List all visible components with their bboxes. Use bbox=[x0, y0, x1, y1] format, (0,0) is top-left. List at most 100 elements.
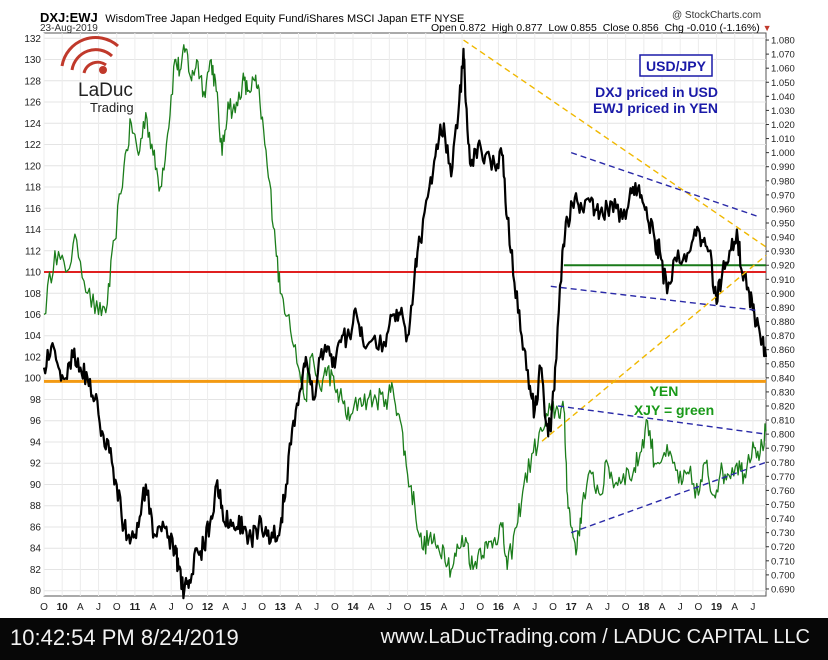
ratio-chart: 80 82 84 86 88 90 92 94 96 98 100 102 104 106 108 110 11… bbox=[24, 32, 795, 613]
x-axis: O 10 A J O 11 A J O 12 A J O 13 A J O 14 A J O 15 A J O 16 A J O 17 A J… bbox=[40, 602, 755, 613]
left-tick-label: 128 bbox=[24, 76, 41, 87]
logo-sub: Trading bbox=[90, 100, 134, 115]
x-tick-label: O bbox=[404, 602, 412, 613]
x-tick-label: A bbox=[222, 602, 229, 613]
x-tick-label: 10 bbox=[57, 602, 69, 613]
footer-bar: 10:42:54 PM 8/24/2019 www.LaDucTrading.c… bbox=[0, 618, 828, 660]
right-tick-label: 0.690 bbox=[771, 584, 795, 595]
left-tick-label: 90 bbox=[30, 480, 42, 491]
right-tick-label: 0.770 bbox=[771, 472, 795, 483]
x-tick-label: O bbox=[694, 602, 702, 613]
logo-brand: LaDuc bbox=[78, 80, 133, 101]
x-tick-label: J bbox=[678, 602, 683, 613]
left-tick-label: 112 bbox=[25, 246, 41, 257]
x-tick-label: J bbox=[460, 602, 465, 613]
x-tick-label: 11 bbox=[130, 602, 141, 613]
right-tick-label: 0.930 bbox=[771, 247, 795, 258]
trend-line bbox=[557, 405, 767, 435]
left-tick-label: 100 bbox=[24, 374, 41, 385]
trend-lines bbox=[463, 39, 767, 534]
right-tick-label: 0.850 bbox=[771, 359, 795, 370]
right-axis: 0.690 0.700 0.710 0.720 0.730 0.740 0.750 0.760… bbox=[766, 36, 795, 595]
left-tick-label: 84 bbox=[30, 544, 42, 555]
right-tick-label: 0.970 bbox=[771, 190, 795, 201]
right-tick-label: 0.990 bbox=[771, 162, 795, 173]
series-lines bbox=[42, 44, 768, 600]
right-tick-label: 0.870 bbox=[771, 331, 795, 342]
ohlc-readout: Open 0.872 High 0.877 Low 0.855 Close 0.… bbox=[431, 22, 772, 34]
right-tick-label: 0.880 bbox=[771, 317, 795, 328]
right-tick-label: 0.780 bbox=[771, 458, 795, 469]
left-tick-label: 108 bbox=[24, 289, 41, 300]
x-tick-label: O bbox=[113, 602, 121, 613]
x-tick-label: A bbox=[731, 602, 738, 613]
right-tick-label: 0.980 bbox=[771, 176, 795, 187]
right-tick-label: 1.050 bbox=[771, 78, 795, 89]
right-tick-label: 1.070 bbox=[771, 50, 795, 61]
usdjpy-label: USD/JPY bbox=[646, 58, 707, 74]
right-tick-label: 0.760 bbox=[771, 486, 795, 497]
trend-line bbox=[550, 285, 757, 311]
left-tick-label: 116 bbox=[25, 204, 41, 215]
right-tick-label: 0.960 bbox=[771, 204, 795, 215]
close-value: Close 0.856 bbox=[602, 22, 659, 34]
x-tick-label: 15 bbox=[420, 602, 432, 613]
x-tick-label: O bbox=[40, 602, 48, 613]
x-tick-label: A bbox=[368, 602, 375, 613]
x-tick-label: 17 bbox=[566, 602, 578, 613]
right-tick-label: 1.080 bbox=[771, 36, 795, 47]
source-credit: @ StockCharts.com bbox=[672, 10, 762, 21]
down-arrow-icon: ▼ bbox=[762, 23, 772, 33]
left-tick-label: 110 bbox=[25, 268, 41, 279]
right-tick-label: 1.000 bbox=[771, 148, 795, 159]
x-tick-label: J bbox=[169, 602, 174, 613]
right-tick-label: 0.790 bbox=[771, 444, 795, 455]
right-tick-label: 0.720 bbox=[771, 542, 795, 553]
x-tick-label: O bbox=[258, 602, 266, 613]
x-tick-label: A bbox=[441, 602, 448, 613]
trend-line bbox=[541, 254, 767, 442]
left-tick-label: 126 bbox=[24, 98, 41, 109]
right-tick-label: 0.860 bbox=[771, 345, 795, 356]
right-tick-label: 0.730 bbox=[771, 528, 795, 539]
x-tick-label: A bbox=[77, 602, 84, 613]
xjy-line bbox=[43, 44, 767, 578]
trend-line bbox=[463, 39, 767, 248]
low-value: Low 0.855 bbox=[548, 22, 597, 34]
left-tick-label: 130 bbox=[24, 55, 41, 66]
x-tick-label: A bbox=[513, 602, 520, 613]
xjy-label: XJY = green bbox=[634, 402, 714, 418]
open-value: Open 0.872 bbox=[431, 22, 486, 34]
logo-arc-icon bbox=[82, 60, 107, 74]
left-tick-label: 86 bbox=[30, 522, 42, 533]
x-tick-label: J bbox=[387, 602, 392, 613]
right-tick-label: 0.830 bbox=[771, 387, 795, 398]
left-tick-label: 80 bbox=[30, 586, 42, 597]
left-tick-label: 106 bbox=[24, 310, 41, 321]
logo-arc-icon bbox=[70, 48, 114, 71]
right-tick-label: 0.900 bbox=[771, 289, 795, 300]
right-tick-label: 0.940 bbox=[771, 233, 795, 244]
x-tick-label: A bbox=[586, 602, 593, 613]
right-tick-label: 0.820 bbox=[771, 401, 795, 412]
usdjpy-box bbox=[639, 54, 713, 77]
x-tick-label: 19 bbox=[711, 602, 723, 613]
right-tick-label: 0.840 bbox=[771, 373, 795, 384]
laduc-logo: LaDuc Trading bbox=[60, 36, 134, 115]
right-tick-label: 0.710 bbox=[771, 556, 795, 567]
left-tick-label: 118 bbox=[25, 183, 41, 194]
right-tick-label: 0.740 bbox=[771, 514, 795, 525]
left-tick-label: 120 bbox=[24, 161, 41, 172]
x-tick-label: J bbox=[314, 602, 319, 613]
right-tick-label: 0.920 bbox=[771, 261, 795, 272]
x-tick-label: 16 bbox=[493, 602, 505, 613]
right-tick-label: 0.910 bbox=[771, 275, 795, 286]
symbol: DXJ:EWJ bbox=[40, 10, 98, 25]
right-tick-label: 0.890 bbox=[771, 303, 795, 314]
level-lines bbox=[44, 264, 766, 383]
right-tick-label: 1.020 bbox=[771, 120, 795, 131]
right-tick-label: 0.800 bbox=[771, 430, 795, 441]
high-value: High 0.877 bbox=[491, 22, 543, 34]
x-tick-label: J bbox=[96, 602, 101, 613]
x-tick-label: O bbox=[186, 602, 194, 613]
